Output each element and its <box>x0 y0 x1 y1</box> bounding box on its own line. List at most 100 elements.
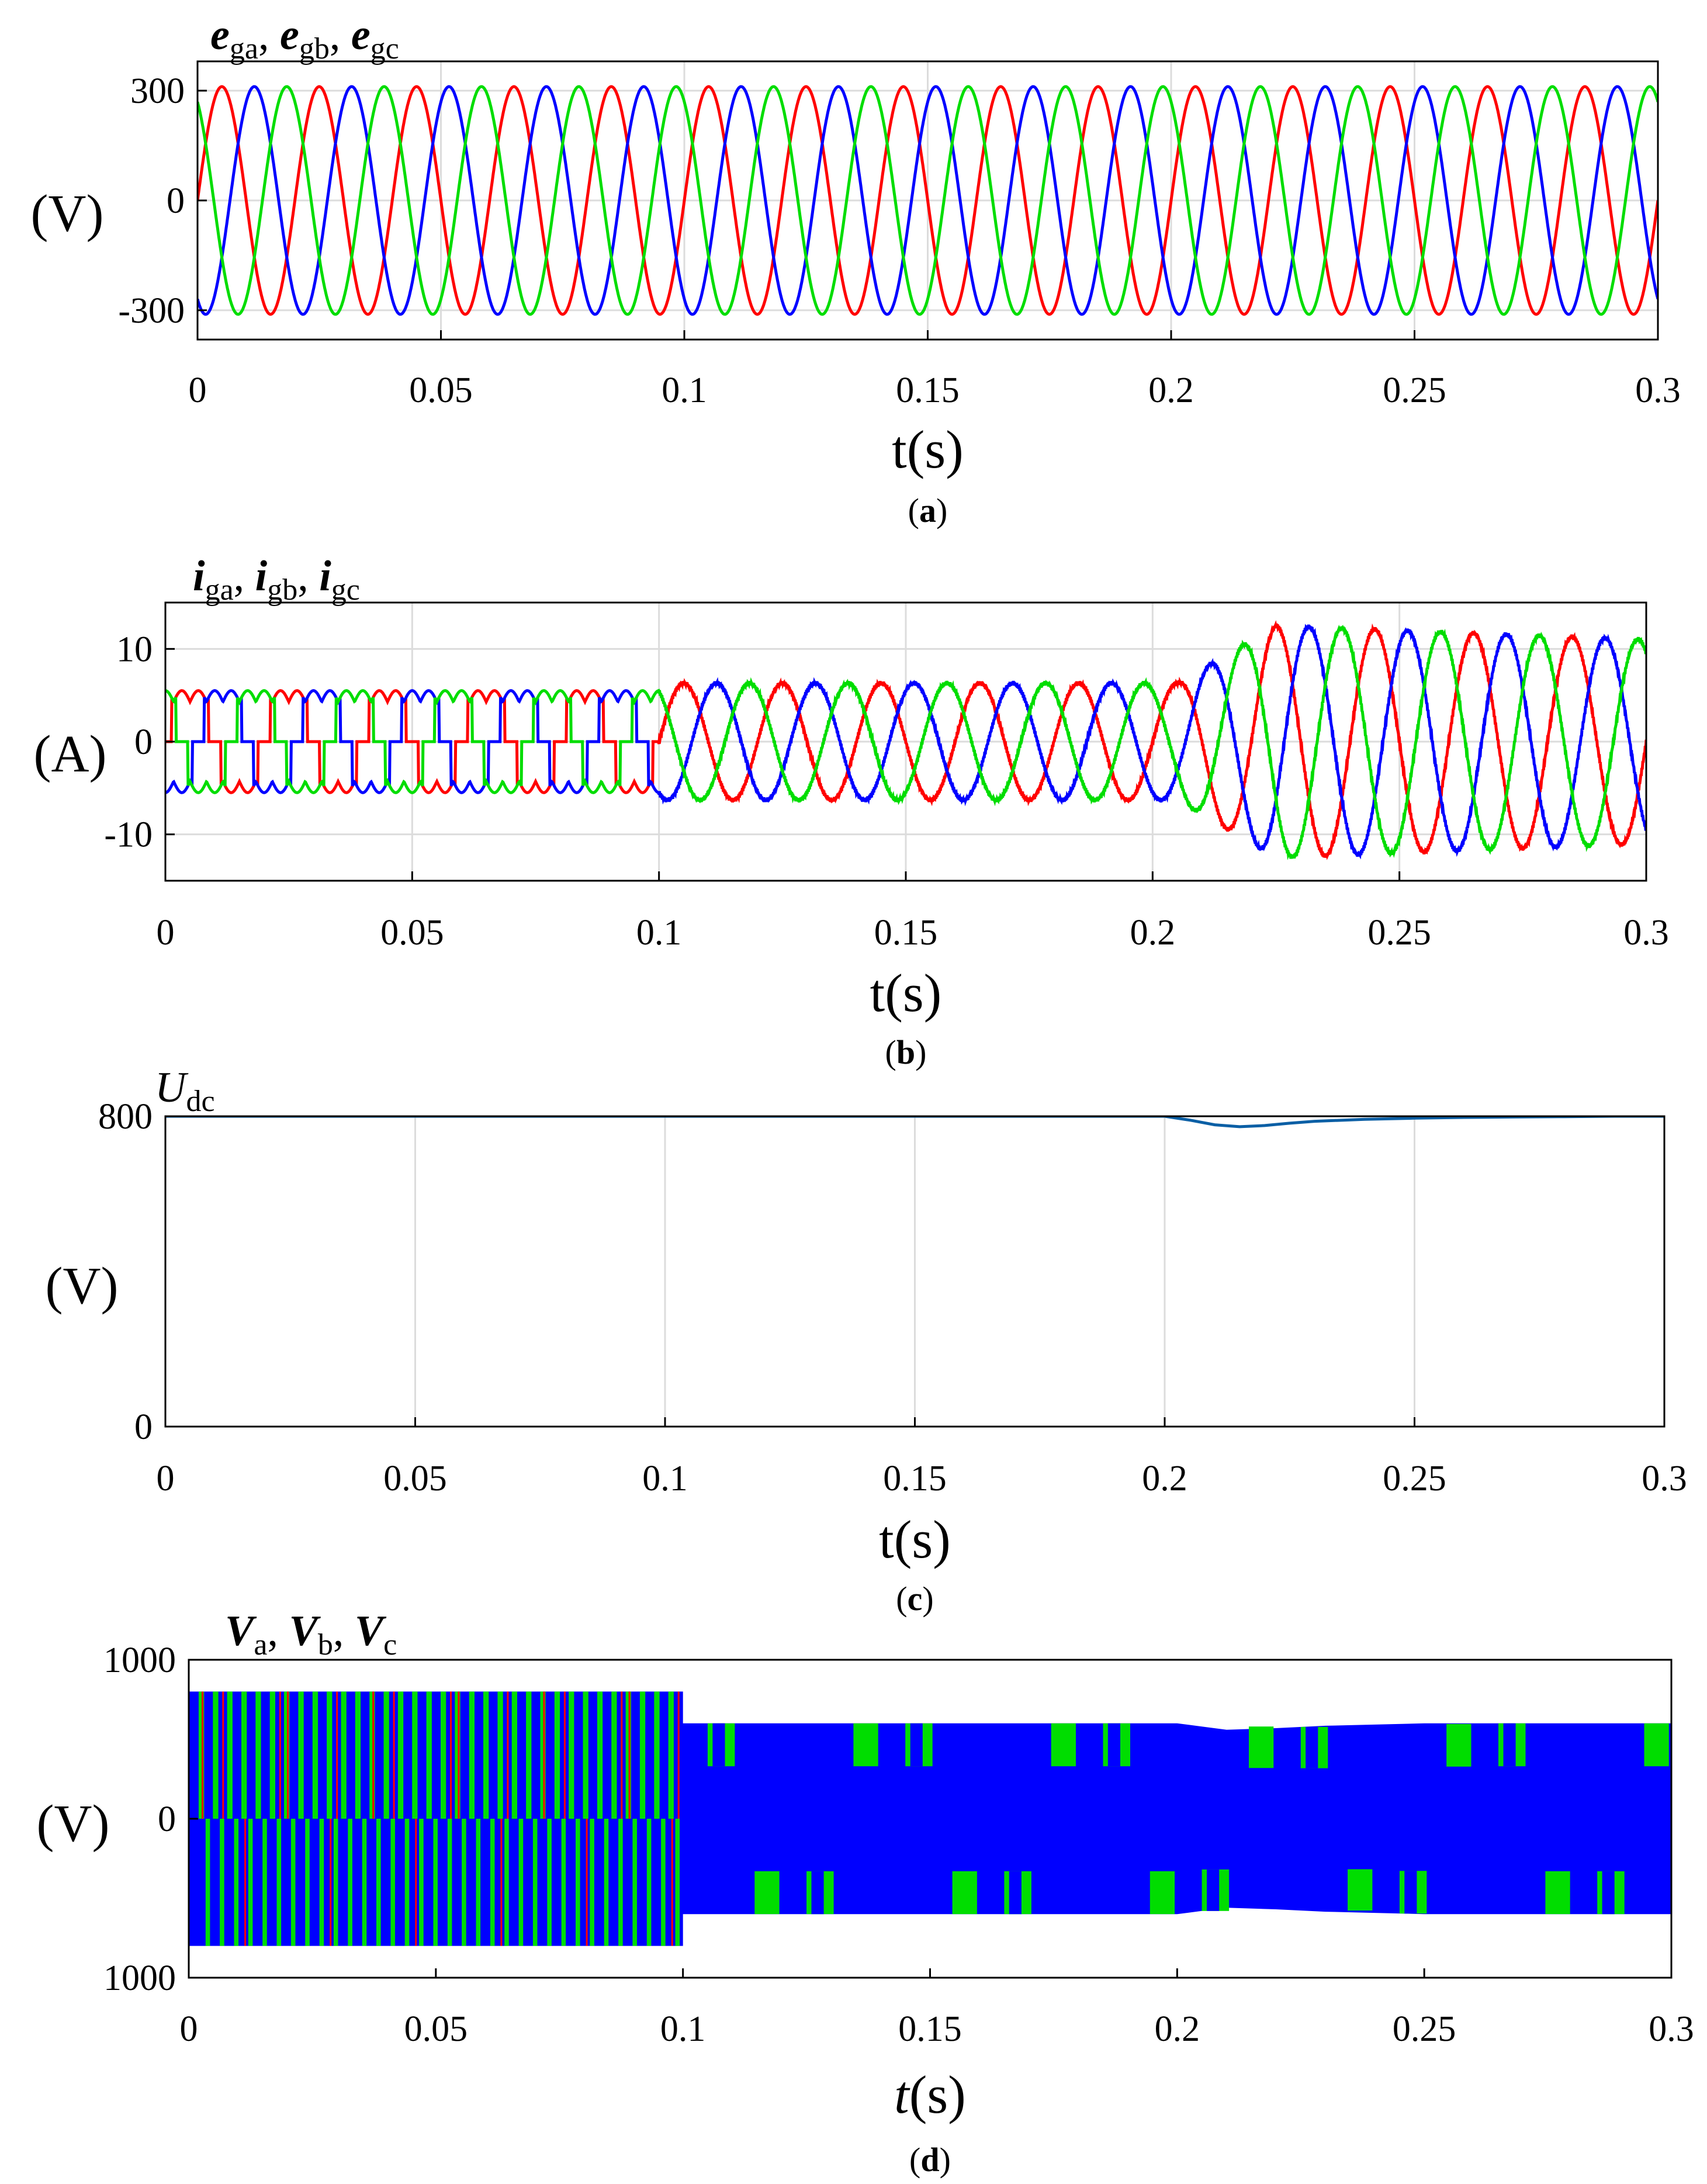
x-tick-label: 0.3 <box>1623 913 1669 953</box>
series-stripe-2 <box>202 1691 203 1819</box>
series-stripe-1 <box>469 1691 475 1819</box>
plot-area <box>165 620 1646 860</box>
series-stripe-1 <box>213 1691 219 1819</box>
series-stripe-1 <box>462 1819 466 1946</box>
series-stripe-2 <box>330 1819 332 1946</box>
x-axis-label: t(s) <box>892 420 964 479</box>
y-tick-label: 0 <box>134 1407 153 1447</box>
series-stripe-1 <box>661 1819 666 1946</box>
series-stripe-1 <box>639 1691 646 1819</box>
x-tick-label: 0.2 <box>1155 2009 1200 2049</box>
series-stripe-1 <box>227 1691 233 1819</box>
series-stripe-2 <box>287 1691 289 1819</box>
series-stripe-1 <box>284 1691 290 1819</box>
panel-caption-part: ( <box>908 492 919 529</box>
series-stripe-1 <box>554 1691 560 1819</box>
y-axis-unit: (V) <box>37 1795 110 1853</box>
x-axis-label-part: t <box>879 1510 894 1569</box>
series-stripe-1 <box>483 1691 489 1819</box>
series-stripe-1 <box>412 1691 418 1819</box>
series-line-1 <box>198 85 1658 316</box>
y-tick-label: 1000 <box>103 1640 176 1680</box>
panel-title-part: i <box>193 552 205 600</box>
panel-b: 0 0.05 0.1 0.15 0.2 0.25 0.3 10 0 -10 (A) <box>34 601 1669 953</box>
series-stripe-1 <box>675 1819 680 1946</box>
series-stripe-2 <box>458 1691 460 1819</box>
series-stripe-0 <box>1107 1723 1120 1767</box>
panel-title-part: , <box>267 1607 289 1655</box>
x-tick-label: 0 <box>157 1459 175 1498</box>
y-axis-unit: (A) <box>34 725 107 783</box>
series-stripe-2 <box>415 1819 417 1946</box>
x-axis-label-part: (s) <box>909 2065 966 2124</box>
x-axis-label-part: t <box>870 963 885 1023</box>
panel-title-part: gb <box>267 573 297 607</box>
y-tick-label: 0 <box>158 1799 176 1839</box>
series-stripe-1 <box>1644 1723 1669 1767</box>
y-tick-label: 10 <box>116 629 153 669</box>
x-tick-label: 0.15 <box>883 1459 947 1498</box>
series-stripe-1 <box>234 1819 239 1946</box>
y-tick-label: 0 <box>167 181 185 221</box>
series-stripe-0 <box>910 1723 923 1767</box>
series-stripe-1 <box>362 1819 367 1946</box>
x-axis-label: t(s) <box>870 963 942 1023</box>
x-tick-label: 0.25 <box>1383 371 1446 410</box>
series-stripe-1 <box>241 1691 247 1819</box>
panel-title-part: ga <box>205 573 234 607</box>
series-stripe-1 <box>205 1819 210 1946</box>
series-stripe-1 <box>518 1819 524 1946</box>
series-stripe-0 <box>712 1723 725 1767</box>
x-tick-label: 0.25 <box>1383 1459 1446 1498</box>
panel-title: Va, Vb, Vc <box>225 1607 397 1662</box>
series-stripe-0 <box>1602 1871 1615 1915</box>
x-axis-label-part: (s) <box>885 963 941 1023</box>
panel-caption-part: ) <box>940 2141 951 2179</box>
series-stripe-1 <box>754 1871 780 1915</box>
series-stripe-2 <box>543 1691 545 1819</box>
series-stripe-1 <box>597 1691 603 1819</box>
panel-title-part: gb <box>299 32 330 65</box>
series-stripe-2 <box>507 1691 509 1819</box>
series-stripe-1 <box>319 1819 324 1946</box>
series-stripe-1 <box>419 1819 424 1946</box>
series-stripe-1 <box>526 1691 532 1819</box>
series-stripe-1 <box>618 1819 623 1946</box>
panel-caption-part: b <box>896 1033 915 1071</box>
series-stripe-1 <box>1249 1726 1274 1768</box>
series-stripe-0 <box>811 1871 824 1915</box>
x-tick-label: 0.25 <box>1367 913 1431 953</box>
series-stripe-1 <box>305 1819 310 1946</box>
series-stripe-1 <box>590 1819 594 1946</box>
panel-title-part: gc <box>371 32 399 65</box>
series-stripe-1 <box>455 1691 460 1819</box>
panel-caption: (a) <box>908 492 948 529</box>
panel-title-part: b <box>318 1628 333 1662</box>
series-stripe-1 <box>532 1819 538 1946</box>
series-stripe-1 <box>561 1819 566 1946</box>
plot-area <box>189 1691 1671 1946</box>
x-tick-label: 0 <box>157 913 175 953</box>
series-line-1 <box>165 624 1646 860</box>
x-tick-label: 0.3 <box>1649 2009 1694 2049</box>
x-tick-label: 0.15 <box>874 913 938 953</box>
series-stripe-2 <box>671 1819 673 1946</box>
panel-title-part: dc <box>186 1085 214 1118</box>
y-axis-unit: (V) <box>31 185 104 243</box>
x-tick-label: 0 <box>180 2009 198 2049</box>
x-tick-label: 0.1 <box>662 371 707 410</box>
panel-title-part: , <box>330 11 351 59</box>
series-stripe-2 <box>336 1691 338 1819</box>
y-tick-label: 300 <box>130 71 185 111</box>
series-stripe-1 <box>476 1819 481 1946</box>
series-stripe-1 <box>433 1819 438 1946</box>
panel-caption-part: a <box>919 492 936 529</box>
series-stripe-1 <box>504 1819 509 1946</box>
x-tick-label: 0.2 <box>1148 371 1194 410</box>
series-stripe-1 <box>355 1691 361 1819</box>
x-tick-label: 0.1 <box>642 1459 688 1498</box>
panel-title-part: e <box>210 11 230 59</box>
series-stripe-1 <box>490 1819 495 1946</box>
x-axis-label: t(s) <box>879 1510 951 1569</box>
series-stripe-1 <box>441 1691 446 1819</box>
